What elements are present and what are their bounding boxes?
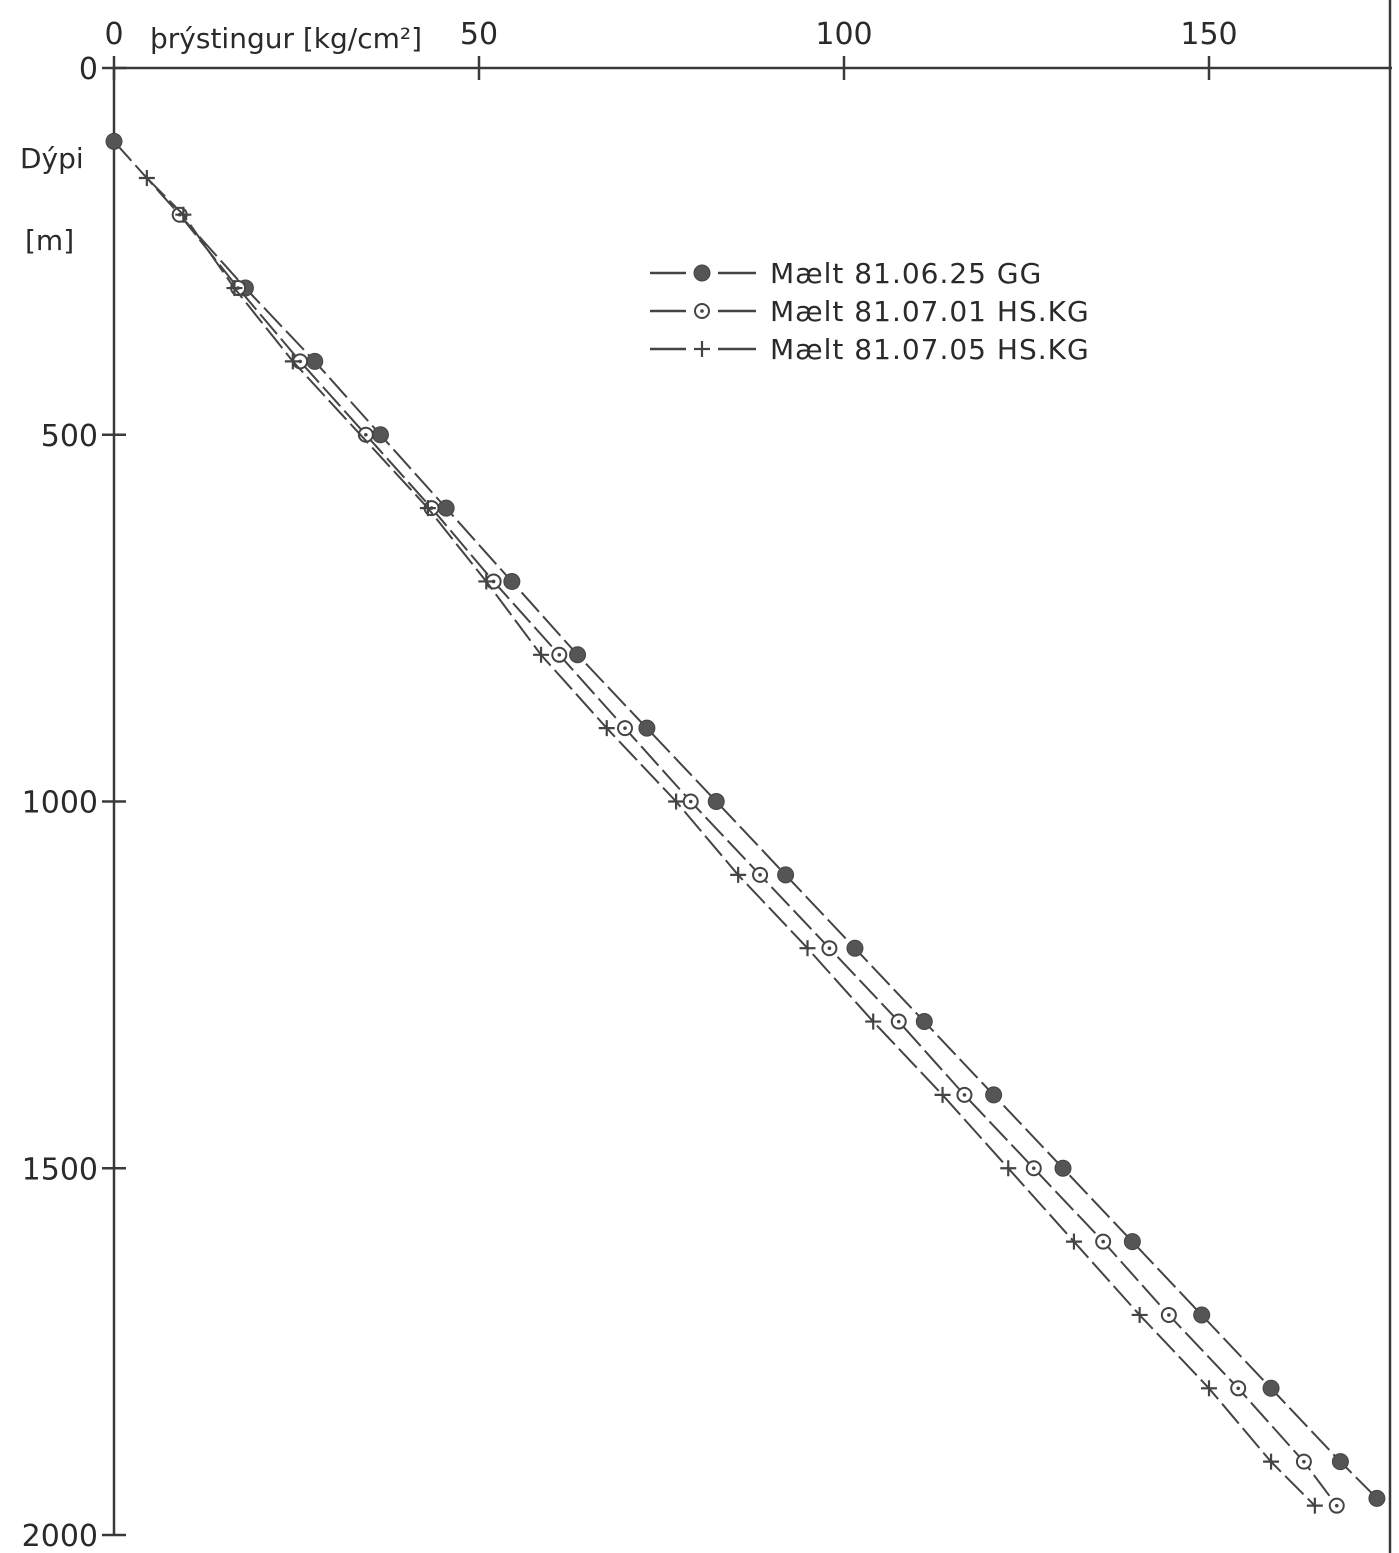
marker-filled-circle: [371, 426, 389, 444]
marker-filled-circle: [437, 499, 455, 517]
marker-filled-circle: [1193, 1306, 1211, 1324]
marker-filled-circle: [707, 793, 725, 810]
marker-circle-dot: [1328, 1497, 1345, 1514]
y-axis-title-line1: Dýpi: [20, 142, 84, 175]
marker-circle-dot: [1230, 1380, 1247, 1397]
legend-item: Mælt 81.07.01 HS.KG: [650, 295, 1090, 328]
x-tick-label: 100: [815, 17, 872, 52]
marker-plus: [668, 793, 685, 810]
marker-plus: [175, 206, 192, 223]
y-tick-label: 2000: [22, 1519, 98, 1553]
legend: Mælt 81.06.25 GG Mælt 81.07.01 HS.KG Mælt …: [650, 257, 1090, 366]
marker-circle-dot: [956, 1086, 973, 1103]
plot-area: [105, 132, 1386, 1514]
marker-circle-dot: [617, 720, 633, 737]
marker-plus: [694, 341, 710, 357]
y-tick-label: 1500: [22, 1152, 98, 1187]
marker-plus: [934, 1086, 951, 1103]
marker-filled-circle: [1331, 1453, 1349, 1471]
marker-filled-circle: [105, 132, 123, 150]
marker-filled-circle: [1123, 1233, 1141, 1251]
marker-plus: [138, 170, 155, 187]
marker-plus: [419, 500, 436, 517]
series-line: [113, 140, 1378, 1500]
marker-circle-dot: [1095, 1233, 1112, 1250]
marker-plus: [1263, 1453, 1280, 1470]
series-3: [138, 170, 1323, 1514]
marker-filled-circle: [846, 939, 864, 957]
marker-filled-circle: [777, 866, 795, 884]
y-tick-label: 500: [41, 419, 98, 454]
marker-plus: [1306, 1497, 1323, 1514]
x-tick-label: 50: [460, 17, 498, 52]
y-tick-label: 0: [79, 52, 98, 87]
legend-item: Mælt 81.07.05 HS.KG: [650, 333, 1090, 366]
series-line: [146, 177, 1316, 1507]
marker-circle-dot: [1025, 1160, 1042, 1177]
legend-label: Mælt 81.07.01 HS.KG: [770, 295, 1090, 328]
marker-plus: [1065, 1233, 1082, 1250]
marker-filled-circle: [1368, 1489, 1386, 1507]
y-axis-title-line2: [m]: [25, 224, 74, 257]
legend-item: Mælt 81.06.25 GG: [650, 257, 1042, 290]
marker-plus: [1000, 1160, 1017, 1177]
marker-plus: [1131, 1306, 1148, 1323]
marker-plus: [226, 280, 243, 297]
marker-circle-dot: [821, 940, 838, 957]
marker-filled-circle: [915, 1013, 933, 1031]
x-axis-title: þrýstingur [kg/cm²]: [150, 22, 422, 55]
marker-circle-dot: [551, 646, 568, 663]
legend-label: Mælt 81.07.05 HS.KG: [770, 333, 1090, 366]
marker-plus: [799, 940, 816, 957]
marker-plus: [730, 866, 747, 883]
marker-filled-circle: [306, 352, 324, 370]
marker-circle-dot: [752, 866, 769, 883]
marker-circle-dot: [694, 303, 710, 319]
marker-filled-circle: [1054, 1159, 1072, 1177]
marker-filled-circle: [638, 719, 656, 737]
x-tick-label: 0: [104, 17, 123, 52]
marker-circle-dot: [1160, 1306, 1177, 1323]
marker-filled-circle: [1262, 1379, 1280, 1397]
series-1: [105, 132, 1386, 1507]
marker-plus: [533, 646, 550, 663]
legend-label: Mælt 81.06.25 GG: [770, 257, 1042, 290]
series-2: [171, 206, 1345, 1514]
marker-filled-circle: [503, 572, 521, 590]
marker-plus: [598, 720, 615, 737]
marker-circle-dot: [682, 793, 699, 810]
marker-plus: [478, 573, 495, 590]
marker-plus: [284, 353, 301, 370]
marker-plus: [1201, 1380, 1217, 1397]
x-tick-label: 150: [1180, 17, 1237, 52]
marker-filled-circle: [569, 646, 587, 664]
marker-filled-circle: [693, 264, 711, 282]
marker-circle-dot: [1295, 1453, 1312, 1470]
marker-filled-circle: [985, 1086, 1003, 1104]
marker-plus: [865, 1013, 882, 1030]
y-tick-label: 1000: [22, 786, 98, 821]
marker-circle-dot: [890, 1013, 907, 1030]
